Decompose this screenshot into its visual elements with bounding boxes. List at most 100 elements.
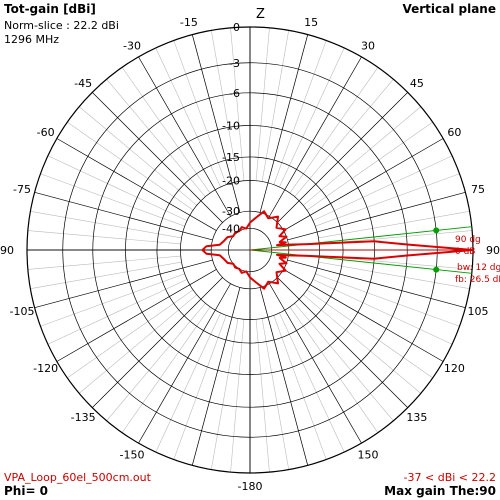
minor-spoke bbox=[294, 78, 394, 197]
minor-spoke bbox=[27, 230, 181, 245]
major-spoke bbox=[138, 56, 231, 217]
angle-label: 150 bbox=[358, 448, 379, 461]
radial-label: -15 bbox=[222, 151, 240, 164]
minor-spoke bbox=[230, 319, 245, 473]
minor-spoke bbox=[306, 289, 433, 379]
major-spoke bbox=[269, 283, 362, 444]
minor-spoke bbox=[294, 303, 394, 422]
radial-label: -20 bbox=[222, 174, 240, 187]
minor-spoke bbox=[312, 155, 453, 221]
filename-text: VPA_Loop_60el_500cm.out bbox=[4, 471, 151, 484]
minor-spoke bbox=[121, 67, 211, 194]
minor-spoke bbox=[30, 210, 182, 239]
minor-spoke bbox=[279, 47, 345, 188]
angle-label: -135 bbox=[71, 411, 96, 424]
beamwidth-lines bbox=[249, 226, 473, 274]
chart-title: Tot-gain [dBi] bbox=[4, 2, 96, 16]
minor-spoke bbox=[255, 27, 270, 181]
angle-label: 45 bbox=[410, 77, 424, 90]
pattern-layer bbox=[201, 210, 474, 290]
angle-label: -90 bbox=[0, 244, 14, 257]
minor-spoke bbox=[289, 67, 379, 194]
major-spoke bbox=[191, 287, 241, 466]
minor-spoke bbox=[261, 30, 290, 182]
minor-spoke bbox=[289, 306, 379, 433]
beamwidth-marker bbox=[433, 266, 440, 273]
major-spoke bbox=[277, 277, 408, 408]
angle-label: -30 bbox=[123, 40, 141, 53]
minor-spoke bbox=[67, 121, 194, 211]
minor-spoke bbox=[67, 289, 194, 379]
major-spoke bbox=[287, 191, 466, 241]
minor-spoke bbox=[173, 40, 227, 185]
angle-label: -150 bbox=[120, 448, 145, 461]
minor-spoke bbox=[312, 279, 453, 345]
major-spoke bbox=[277, 92, 408, 223]
major-spoke bbox=[283, 269, 444, 362]
minor-spoke bbox=[27, 255, 181, 270]
beamwidth-label: bw: 12 dg bbox=[457, 263, 500, 273]
minor-spoke bbox=[210, 318, 239, 470]
angle-label: 120 bbox=[444, 362, 465, 375]
minor-spoke bbox=[155, 47, 221, 188]
minor-spoke bbox=[306, 121, 433, 211]
minor-spoke bbox=[230, 27, 245, 181]
minor-spoke bbox=[155, 312, 221, 453]
minor-spoke bbox=[318, 261, 470, 290]
major-spoke bbox=[287, 259, 466, 309]
angle-label: -60 bbox=[37, 126, 55, 139]
minor-spoke bbox=[279, 312, 345, 453]
angle-label: -105 bbox=[10, 305, 35, 318]
minor-spoke bbox=[315, 273, 460, 327]
major-spoke bbox=[56, 138, 217, 231]
front-back-label: fb: 26.5 dB bbox=[455, 275, 500, 285]
major-spoke bbox=[34, 259, 213, 309]
norm-slice-text: Norm-slice : 22.2 dBi bbox=[4, 19, 119, 32]
minor-spoke bbox=[47, 155, 188, 221]
minor-spoke bbox=[255, 319, 270, 473]
pattern-curve bbox=[201, 210, 474, 290]
major-spoke bbox=[269, 56, 362, 217]
plane-label: Vertical plane bbox=[402, 2, 496, 16]
radial-label: 0 bbox=[233, 21, 240, 34]
major-spoke bbox=[283, 138, 444, 231]
minor-spoke bbox=[173, 315, 227, 460]
minor-spoke bbox=[121, 306, 211, 433]
angle-label: 60 bbox=[447, 126, 461, 139]
angle-label: -15 bbox=[180, 16, 198, 29]
radial-label: -10 bbox=[222, 119, 240, 132]
angle-label: 75 bbox=[471, 183, 485, 196]
frequency-text: 1296 MHz bbox=[4, 33, 60, 46]
beam-gain-label: 0 dB bbox=[455, 247, 476, 257]
phi-text: Phi= 0 bbox=[4, 484, 49, 498]
minor-spoke bbox=[47, 279, 188, 345]
major-spoke bbox=[259, 34, 309, 213]
major-spoke bbox=[138, 283, 231, 444]
minor-spoke bbox=[318, 210, 470, 239]
minor-spoke bbox=[106, 78, 206, 197]
major-spoke bbox=[259, 287, 309, 466]
angle-label: -180 bbox=[238, 480, 263, 493]
minor-spoke bbox=[315, 173, 460, 227]
beamwidth-marker bbox=[433, 227, 440, 234]
minor-spoke bbox=[40, 273, 185, 327]
beam-angle-label: 90 dg bbox=[455, 235, 481, 245]
radial-label: -40 bbox=[222, 222, 240, 235]
angle-label: 30 bbox=[361, 40, 375, 53]
max-gain-text: Max gain The:90 bbox=[384, 484, 496, 498]
major-spoke bbox=[92, 277, 223, 408]
minor-spoke bbox=[40, 173, 185, 227]
radial-label: -3 bbox=[229, 57, 240, 70]
minor-spoke bbox=[210, 30, 239, 182]
minor-spoke bbox=[261, 318, 290, 470]
angle-label: 90 bbox=[486, 244, 500, 257]
major-spoke bbox=[92, 92, 223, 223]
angle-label: -45 bbox=[74, 77, 92, 90]
angle-label: 105 bbox=[467, 305, 488, 318]
minor-spoke bbox=[303, 106, 422, 206]
grid-labels: 153045607590105120135150-180-150-135-120… bbox=[0, 16, 500, 493]
minor-spoke bbox=[273, 315, 327, 460]
minor-spoke bbox=[273, 40, 327, 185]
z-axis-label: Z bbox=[256, 7, 265, 22]
